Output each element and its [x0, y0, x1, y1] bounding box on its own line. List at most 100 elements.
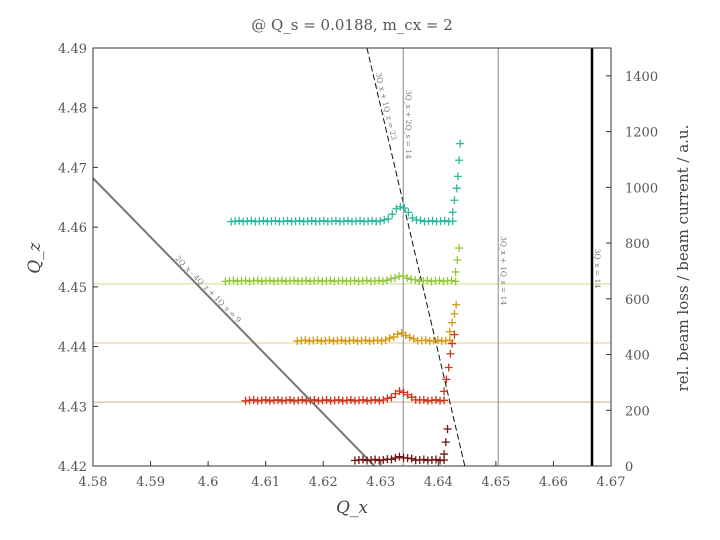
y2-tick-label-7: 1400 [625, 70, 658, 85]
point-1-8 [253, 276, 262, 285]
point-0-55 [448, 217, 457, 226]
y-tick-label-3: 4.45 [58, 281, 87, 296]
point-3-23 [334, 395, 343, 404]
point-0-40 [388, 210, 397, 219]
point-4-9 [387, 455, 396, 464]
x-axis-ticks: 4.58 4.59 4.6 4.61 4.62 4.63 4.64 4.65 4.66 4.67 [79, 461, 625, 490]
x-axis-label: Q_x [336, 498, 368, 518]
y-axis-label: Q_z [25, 241, 45, 273]
point-2-32 [421, 336, 430, 345]
resonance-line-1 [93, 177, 376, 466]
point-1-23 [314, 276, 323, 285]
hook-point-2-3 [452, 300, 461, 309]
point-0-8 [259, 216, 268, 225]
series-0 [227, 139, 465, 226]
point-4-7 [379, 455, 388, 464]
y-tick-label-7: 4.49 [58, 42, 87, 57]
point-0-47 [416, 216, 425, 225]
point-4-10 [391, 453, 400, 462]
hook-point-3-3 [446, 349, 455, 358]
hook-point-1-2 [455, 244, 464, 253]
y2-tick-label-0: 0 [625, 460, 633, 475]
point-1-2 [229, 276, 238, 285]
point-2-22 [381, 335, 390, 344]
point-3-11 [286, 395, 295, 404]
point-1-38 [374, 276, 383, 285]
point-2-27 [401, 331, 410, 340]
point-1-44 [399, 271, 408, 280]
point-2-25 [393, 330, 402, 339]
series-1 [221, 244, 464, 286]
point-2-5 [313, 336, 322, 345]
x-tick-label-4: 4.62 [309, 475, 338, 490]
y-tick-label-0: 4.42 [58, 460, 87, 475]
point-0-41 [392, 204, 401, 213]
y2-tick-label-1: 200 [625, 404, 650, 419]
point-3-39 [399, 388, 408, 397]
hook-point-0-1 [450, 196, 459, 205]
point-2-28 [405, 333, 414, 342]
point-0-23 [319, 216, 328, 225]
point-1-29 [338, 276, 347, 285]
point-0-42 [396, 202, 405, 211]
point-2-21 [377, 336, 386, 345]
hook-point-3-0 [440, 387, 449, 396]
point-0-38 [380, 215, 389, 224]
series-4 [350, 424, 452, 465]
resonance-label-1: 2Q_x - 4Q_z + 1Q_s = 9 [173, 254, 243, 325]
series-3 [241, 330, 459, 405]
y-tick-label-2: 4.44 [58, 341, 87, 356]
point-3-17 [310, 395, 319, 404]
x-tick-label-6: 4.64 [424, 475, 453, 490]
hook-point-0-0 [448, 208, 457, 217]
hook-point-1-0 [451, 267, 460, 276]
point-3-26 [346, 395, 355, 404]
point-1-20 [302, 276, 311, 285]
y-tick-label-4: 4.46 [58, 221, 87, 236]
point-2-14 [349, 336, 358, 345]
point-3-41 [407, 393, 416, 402]
plot-frame [92, 47, 612, 467]
point-2-24 [389, 332, 398, 341]
point-1-32 [350, 276, 359, 285]
y2-tick-label-3: 600 [625, 293, 650, 308]
point-0-44 [404, 208, 413, 217]
resonance-label-3: 3Q_x + 1Q_s = 14 [499, 236, 508, 305]
point-3-36 [387, 393, 396, 402]
point-0-53 [440, 216, 449, 225]
guide-lines [93, 283, 611, 403]
point-3-20 [322, 395, 331, 404]
point-3-33 [375, 396, 384, 405]
point-0-14 [283, 216, 292, 225]
point-2-29 [409, 334, 418, 343]
hook-point-3-2 [444, 363, 453, 372]
point-4-11 [395, 452, 404, 461]
point-1-35 [362, 276, 371, 285]
x-tick-label-7: 4.65 [481, 475, 510, 490]
point-0-29 [343, 216, 352, 225]
point-0-2 [235, 216, 244, 225]
point-1-17 [290, 276, 299, 285]
hook-point-1-1 [453, 255, 462, 264]
point-3-34 [379, 395, 388, 404]
hook-point-4-0 [440, 450, 449, 459]
point-3-44 [419, 395, 428, 404]
point-3-14 [298, 395, 307, 404]
point-0-32 [356, 216, 365, 225]
point-2-35 [433, 336, 442, 345]
hook-point-2-2 [450, 309, 459, 318]
point-1-26 [326, 276, 335, 285]
point-1-5 [241, 276, 250, 285]
series-2 [293, 300, 461, 346]
y-tick-label-6: 4.48 [58, 102, 87, 117]
point-3-47 [431, 395, 440, 404]
point-2-26 [397, 329, 406, 337]
y-tick-label-5: 4.47 [58, 161, 87, 176]
point-1-39 [378, 277, 387, 286]
y2-axis-ticks: 0 200 400 600 800 1000 1200 1400 [606, 70, 658, 475]
point-1-45 [403, 274, 412, 283]
data-points [221, 139, 465, 465]
hook-point-0-5 [456, 139, 465, 148]
